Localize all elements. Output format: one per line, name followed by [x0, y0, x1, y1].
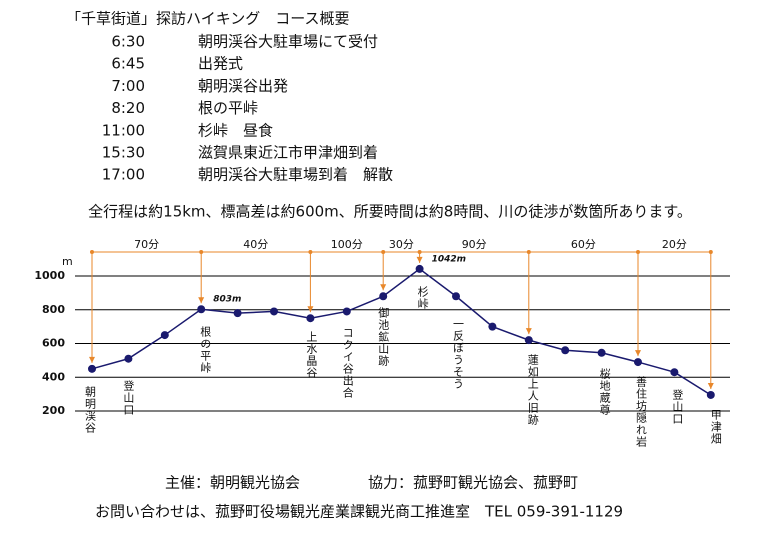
point-label: 御池鉱山跡 — [377, 306, 390, 367]
point — [342, 307, 351, 316]
point — [670, 368, 679, 377]
value-label: 1042m — [432, 254, 466, 264]
schedule-event: 朝明渓谷大駐車場にて受付 — [198, 33, 378, 51]
arrow-tail — [636, 250, 640, 254]
arrow-tail — [381, 250, 386, 254]
point — [88, 364, 96, 373]
arrow-tail — [526, 250, 531, 254]
y-tick-label: 800 — [42, 303, 65, 316]
schedule-time: 17:00 — [102, 166, 145, 184]
schedule-event: 杉峠 昼食 — [198, 121, 273, 139]
arrow-tail — [708, 250, 713, 254]
note: 全行程は約15km、標高差は約600m、所要時間は約8時間、川の徒渉が数箇所あり… — [88, 203, 692, 221]
arrow-tail — [417, 250, 422, 254]
segment-time: 30分 — [389, 238, 414, 251]
point-label: 善住坊隠れ岩 — [635, 375, 648, 448]
arrow-head — [307, 306, 314, 313]
point — [524, 336, 533, 345]
value-label: 803m — [213, 295, 241, 305]
point — [561, 346, 570, 355]
point-label: 蓮如上人旧跡 — [526, 353, 539, 426]
schedule-event: 滋賀県東近江市甲津畑到着 — [198, 144, 378, 162]
arrow-tail — [199, 250, 204, 254]
point-label: 桜地蔵尊 — [598, 367, 611, 416]
point — [197, 305, 206, 314]
point — [597, 348, 606, 357]
segment-time: 90分 — [462, 238, 487, 251]
y-tick-label: 600 — [42, 337, 65, 350]
y-unit: m — [62, 255, 73, 268]
arrow-head — [707, 382, 714, 389]
schedule-time: 15:30 — [102, 144, 145, 162]
point — [233, 309, 242, 318]
y-tick-label: 200 — [42, 404, 65, 417]
schedule-event: 朝明渓谷大駐車場到着 解散 — [198, 166, 393, 184]
y-tick-label: 1000 — [34, 269, 65, 282]
point — [124, 354, 133, 363]
schedule-time: 6:45 — [111, 55, 145, 73]
point-label: 杉峠 — [416, 285, 429, 310]
point — [379, 292, 388, 301]
point — [415, 264, 424, 273]
arrow-head — [380, 284, 387, 291]
arrow-head — [525, 328, 532, 335]
arrow-tail — [90, 250, 94, 254]
point-label: 上水晶谷 — [305, 331, 318, 379]
segment-time: 60分 — [571, 238, 596, 251]
point — [488, 322, 497, 331]
arrow-head — [635, 350, 641, 357]
arrow-tail — [308, 250, 313, 254]
point-label: 登山口 — [122, 379, 135, 416]
point — [706, 390, 715, 399]
arrow-head — [416, 256, 423, 263]
point — [160, 331, 169, 340]
schedule-time: 6:30 — [111, 33, 145, 51]
point-label: 一反ぼうそう — [452, 318, 465, 390]
arrow-head — [89, 356, 95, 363]
organizer: 主催：朝明観光協会 — [165, 474, 300, 492]
point-label: 朝明渓谷 — [84, 386, 97, 434]
cooperation: 協力：菰野町観光協会、菰野町 — [368, 474, 578, 492]
schedule-time: 11:00 — [102, 121, 145, 139]
segment-time: 40分 — [243, 238, 268, 251]
y-tick-label: 400 — [42, 370, 65, 383]
contact: お問い合わせは、菰野町役場観光産業課観光商工推進室 TEL 059-391-11… — [95, 503, 623, 521]
segment-time: 20分 — [662, 238, 687, 251]
elevation-line — [91, 267, 712, 396]
point — [452, 292, 460, 301]
point — [634, 358, 642, 367]
point — [270, 307, 278, 316]
schedule-time: 8:20 — [111, 99, 145, 117]
segment-time: 100分 — [331, 238, 363, 251]
schedule-event: 朝明渓谷出発 — [198, 77, 288, 95]
point-label: 甲津畑 — [709, 409, 722, 445]
schedule-time: 7:00 — [111, 77, 145, 95]
schedule-event: 根の平峠 — [198, 99, 258, 117]
point-label: 根の平峠 — [199, 325, 212, 374]
point-label: 登山口 — [671, 388, 684, 425]
arrow-head — [198, 297, 205, 304]
segment-time: 70分 — [134, 238, 159, 251]
point — [306, 314, 315, 323]
schedule-event: 出発式 — [198, 55, 243, 73]
point-label: コクイ谷出合 — [341, 327, 354, 399]
title: 「千草街道」探訪ハイキング コース概要 — [66, 10, 350, 28]
